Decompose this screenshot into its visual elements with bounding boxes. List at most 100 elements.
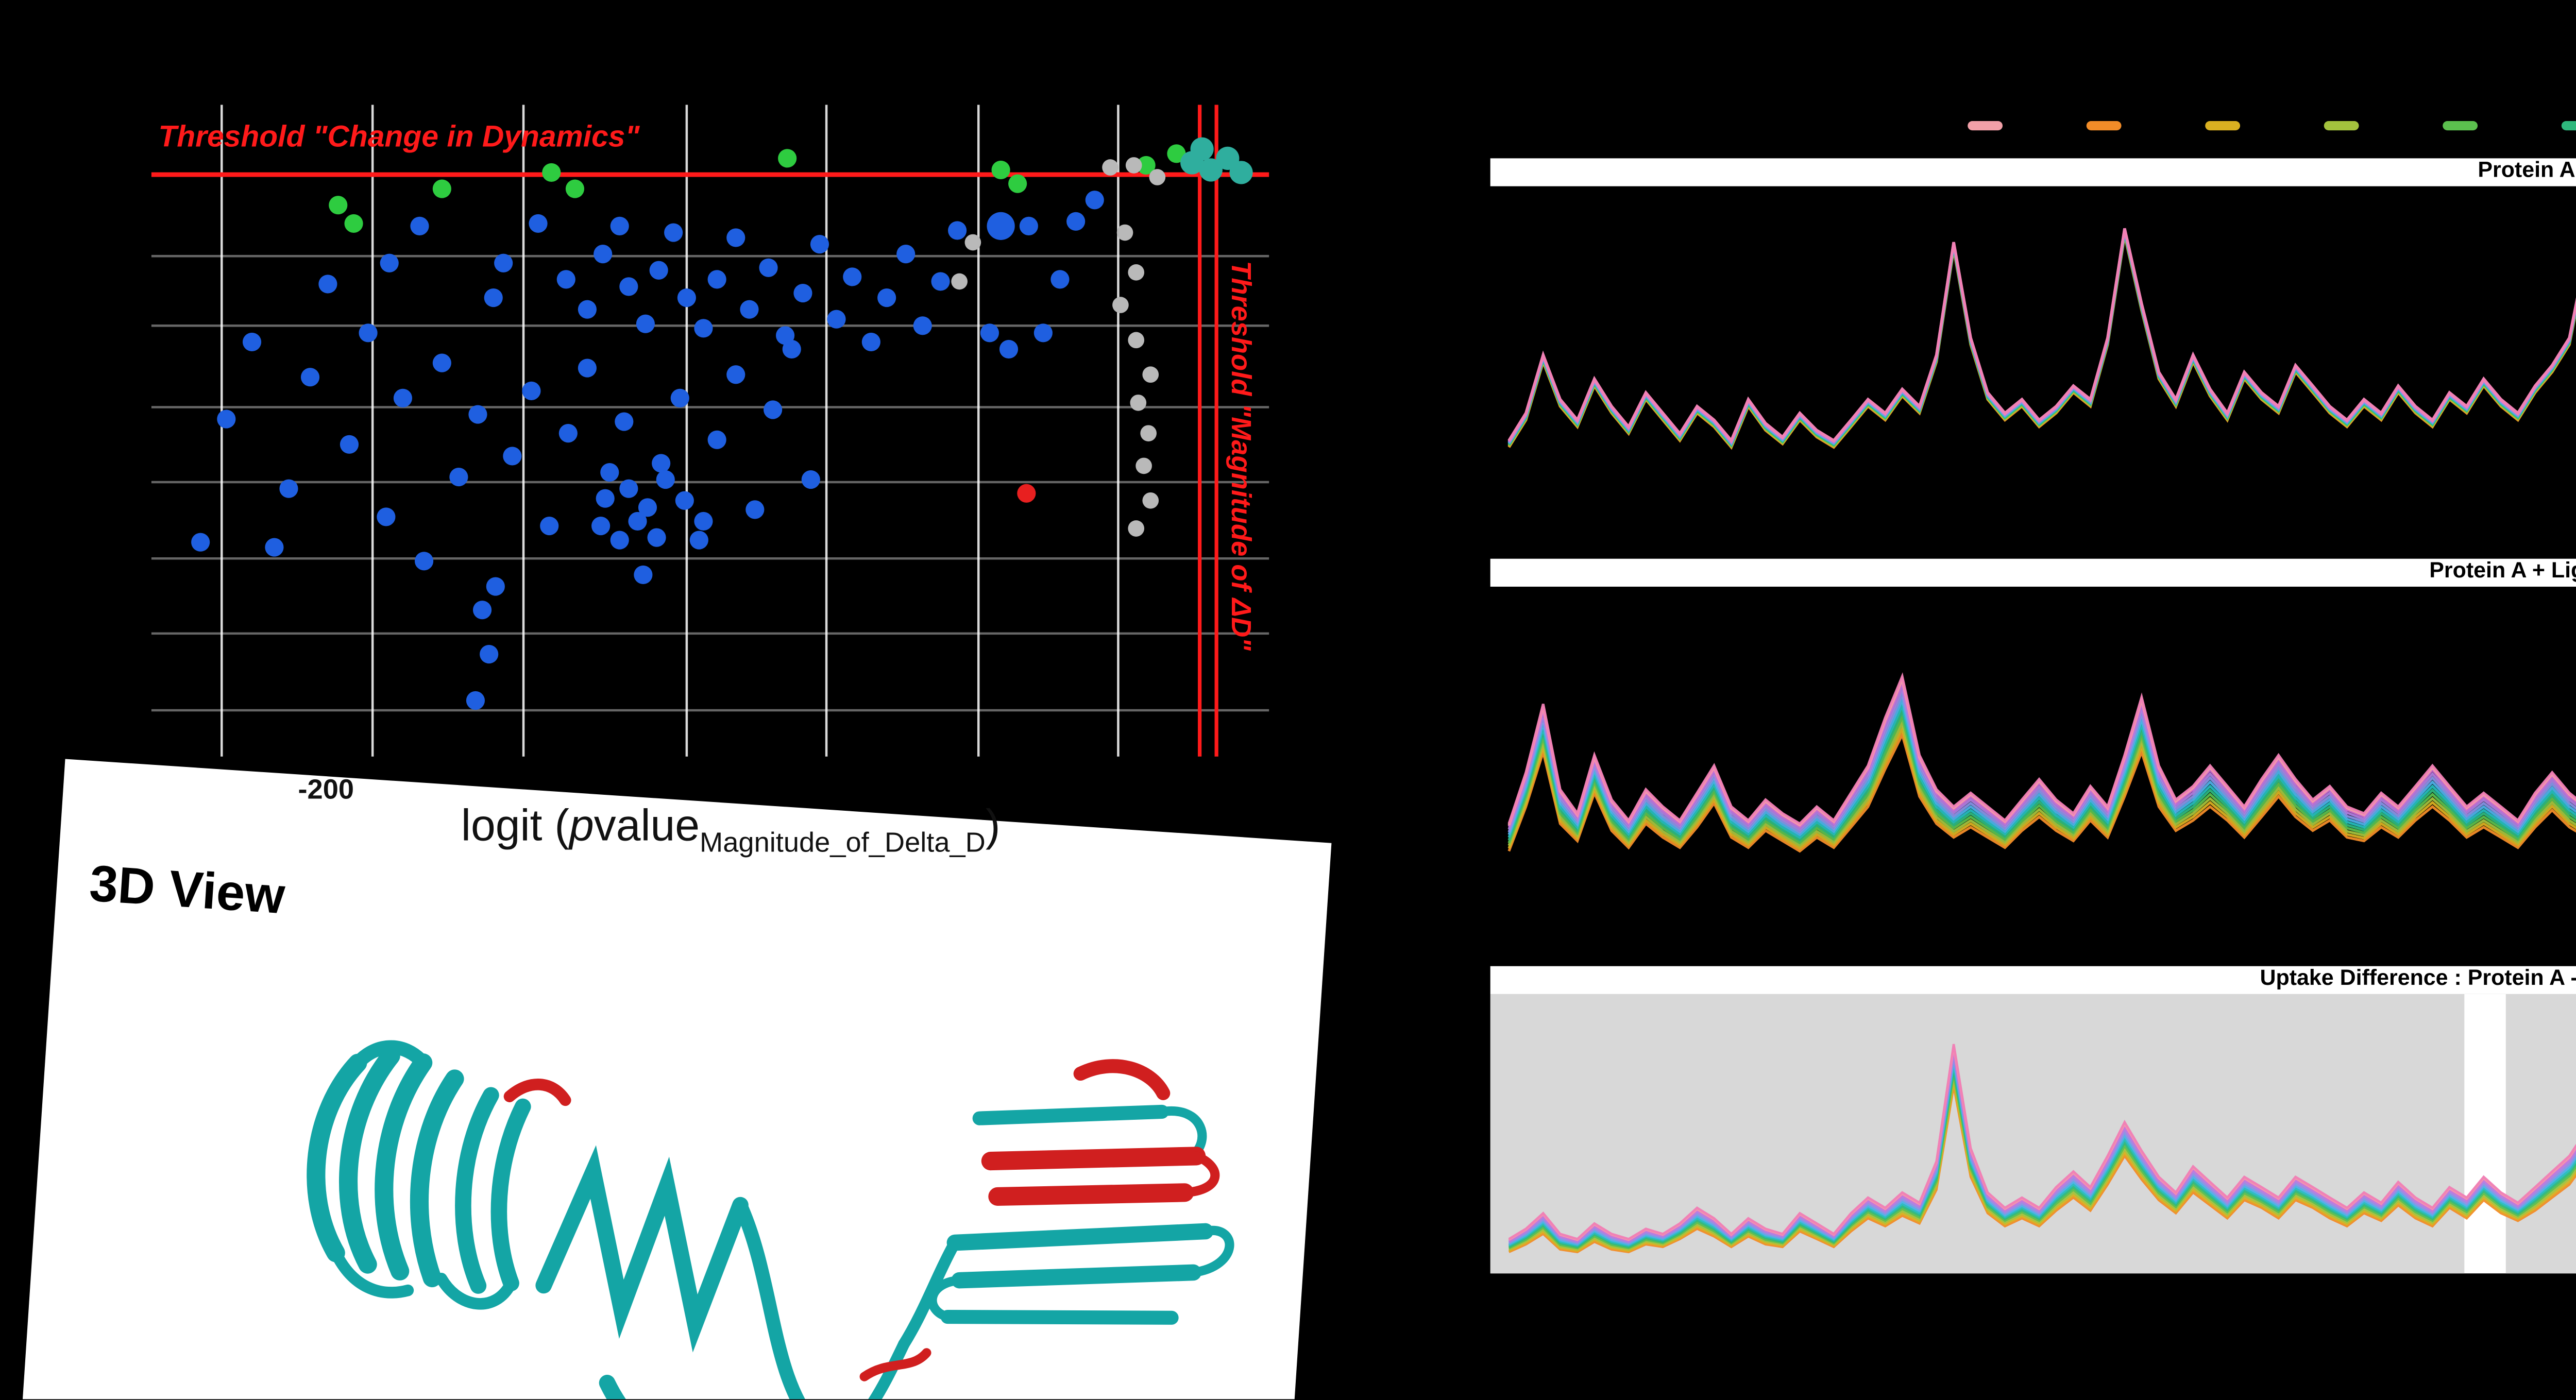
scatter-point[interactable] <box>634 565 653 585</box>
scatter-point[interactable] <box>410 216 429 235</box>
scatter-point[interactable] <box>300 368 320 387</box>
scatter-point[interactable] <box>1125 157 1142 174</box>
scatter-point[interactable] <box>652 454 671 473</box>
scatter-point[interactable] <box>670 388 689 407</box>
scatter-point[interactable] <box>861 332 880 352</box>
scatter-point[interactable] <box>377 507 396 526</box>
scatter-point[interactable] <box>556 270 575 289</box>
scatter-point[interactable] <box>745 500 765 519</box>
scatter-point[interactable] <box>432 353 451 372</box>
scatter-point[interactable] <box>1128 332 1145 349</box>
uptake-series-line[interactable] <box>1507 233 2576 480</box>
scatter-point[interactable] <box>329 196 348 215</box>
scatter-point[interactable] <box>340 435 359 454</box>
scatter-point[interactable] <box>647 528 666 547</box>
scatter-point[interactable] <box>740 300 759 319</box>
uptake-series-line[interactable] <box>1508 1081 2576 1252</box>
view3d-panel[interactable]: 3D View <box>19 759 1332 1400</box>
scatter-point[interactable] <box>596 489 615 508</box>
scatter-point[interactable] <box>1130 395 1147 411</box>
uptake-series-line[interactable] <box>1507 640 2576 834</box>
scatter-point[interactable] <box>636 314 655 333</box>
scatter-point[interactable] <box>1137 156 1156 175</box>
scatter-point[interactable] <box>793 283 812 303</box>
scatter-point[interactable] <box>610 216 629 235</box>
scatter-point[interactable] <box>951 273 968 290</box>
scatter-point[interactable] <box>359 323 378 343</box>
scatter-point[interactable] <box>628 511 647 531</box>
scatter-point[interactable] <box>1199 158 1223 182</box>
legend-swatch[interactable] <box>2086 121 2122 131</box>
scatter-point[interactable] <box>594 245 613 264</box>
scatter-point[interactable] <box>964 234 981 251</box>
scatter-point[interactable] <box>991 160 1010 180</box>
scatter-point[interactable] <box>843 267 862 286</box>
uptake-series-line[interactable] <box>1508 1044 2576 1240</box>
scatter-point[interactable] <box>449 468 468 487</box>
uptake-chart-protein-a-ligand[interactable] <box>1490 586 2576 955</box>
scatter-point[interactable] <box>472 601 492 620</box>
scatter-point[interactable] <box>1033 323 1053 343</box>
scatter-point[interactable] <box>1019 216 1038 235</box>
uptake-series-line[interactable] <box>1507 232 2576 471</box>
scatter-point[interactable] <box>466 691 485 710</box>
scatter-point[interactable] <box>877 288 896 308</box>
scatter-point[interactable] <box>1050 270 1070 289</box>
scatter-point[interactable] <box>619 479 638 498</box>
uptake-series-line[interactable] <box>1508 1069 2576 1249</box>
scatter-point[interactable] <box>1142 492 1159 509</box>
legend-swatch[interactable] <box>2205 121 2241 131</box>
uptake-series-line[interactable] <box>1507 234 2576 489</box>
scatter-point[interactable] <box>677 288 696 308</box>
scatter-point[interactable] <box>468 405 487 424</box>
scatter-point[interactable] <box>778 149 797 168</box>
volcano-plot-canvas[interactable] <box>151 105 1269 757</box>
scatter-point[interactable] <box>1190 137 1214 161</box>
scatter-point[interactable] <box>987 212 1015 240</box>
scatter-point[interactable] <box>913 316 932 335</box>
scatter-point[interactable] <box>217 409 236 429</box>
scatter-point[interactable] <box>1112 297 1129 313</box>
scatter-point[interactable] <box>1142 366 1159 383</box>
uptake-series-line[interactable] <box>1507 662 2576 842</box>
uptake-series-line[interactable] <box>1507 633 2576 831</box>
scatter-point[interactable] <box>726 228 745 247</box>
scatter-point[interactable] <box>1008 174 1027 193</box>
scatter-point[interactable] <box>615 412 634 431</box>
scatter-point[interactable] <box>638 498 657 517</box>
scatter-point[interactable] <box>600 463 619 482</box>
scatter-point[interactable] <box>664 223 683 242</box>
scatter-point[interactable] <box>191 533 210 552</box>
scatter-point[interactable] <box>578 300 597 319</box>
legend-swatch[interactable] <box>2324 121 2359 131</box>
legend-swatch[interactable] <box>2561 121 2576 131</box>
scatter-point[interactable] <box>707 270 726 289</box>
scatter-point[interactable] <box>1128 520 1145 537</box>
uptake-series-line[interactable] <box>1508 1065 2576 1247</box>
scatter-point[interactable] <box>542 163 561 182</box>
scatter-point[interactable] <box>649 261 668 280</box>
scatter-point[interactable] <box>694 511 713 531</box>
uptake-series-line[interactable] <box>1507 647 2576 836</box>
scatter-point[interactable] <box>591 516 611 536</box>
scatter-point[interactable] <box>801 470 820 489</box>
scatter-point[interactable] <box>432 179 451 198</box>
scatter-point[interactable] <box>999 339 1019 359</box>
scatter-point[interactable] <box>764 400 783 419</box>
scatter-point[interactable] <box>578 358 597 378</box>
scatter-point[interactable] <box>726 365 745 384</box>
scatter-point[interactable] <box>565 179 585 198</box>
scatter-point[interactable] <box>810 235 829 254</box>
scatter-point[interactable] <box>1136 457 1152 474</box>
scatter-point[interactable] <box>827 310 846 329</box>
scatter-point[interactable] <box>318 275 337 294</box>
scatter-point[interactable] <box>265 538 284 557</box>
scatter-point[interactable] <box>1102 159 1118 176</box>
scatter-point[interactable] <box>414 552 434 571</box>
uptake-series-line[interactable] <box>1507 669 2576 845</box>
scatter-point[interactable] <box>486 577 505 596</box>
scatter-point[interactable] <box>1128 264 1145 281</box>
scatter-point[interactable] <box>931 272 950 291</box>
scatter-point[interactable] <box>1066 212 1086 231</box>
scatter-point[interactable] <box>1229 161 1253 184</box>
